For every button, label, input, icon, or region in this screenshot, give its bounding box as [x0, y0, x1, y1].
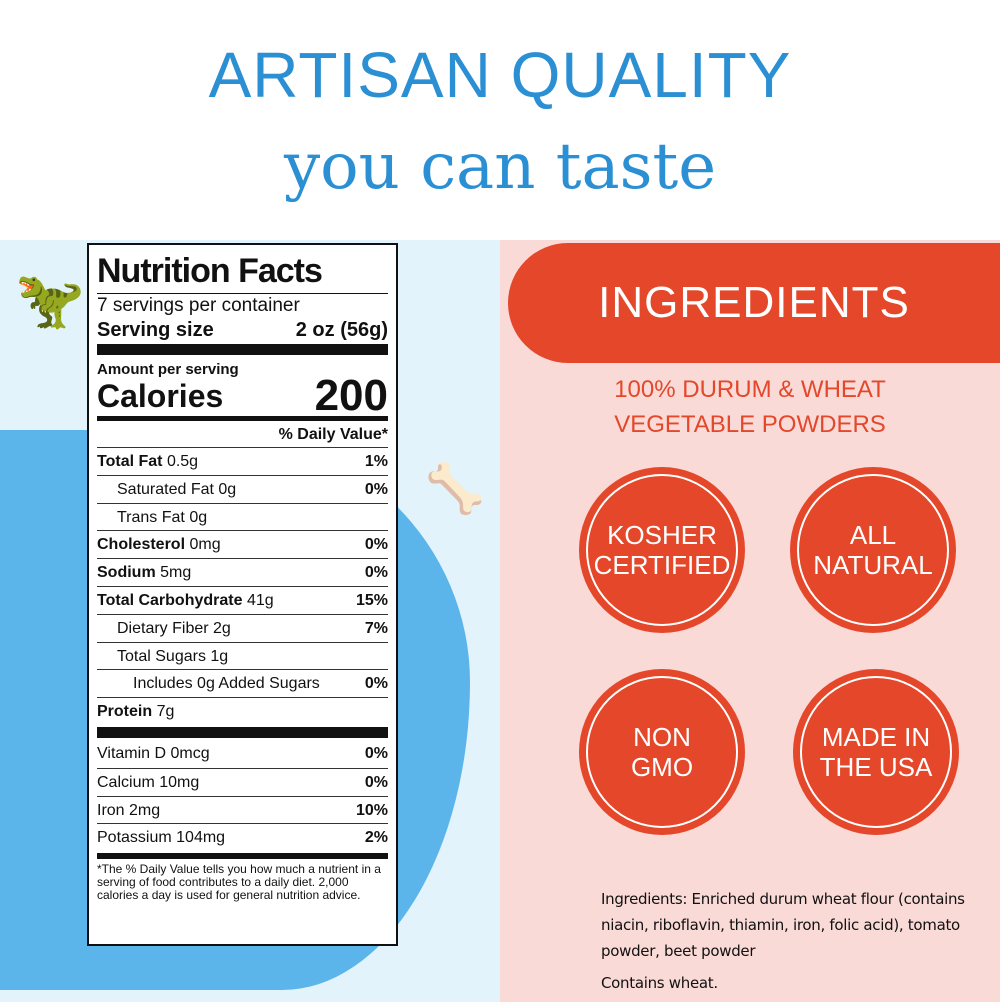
nutrient-row: Protein 7g: [97, 697, 388, 725]
nutrient-daily-value: 1%: [364, 453, 388, 470]
divider: [97, 853, 388, 860]
serving-size-label: Serving size: [97, 319, 214, 341]
vitamin-row: Iron 2mg 10%: [97, 795, 388, 824]
daily-value-footnote: *The % Daily Value tells you how much a …: [97, 862, 381, 903]
badge-made-in-usa: MADE IN THE USA: [793, 669, 959, 835]
calories-value: 200: [314, 371, 388, 420]
bone-pasta-icon: 🦴: [425, 463, 485, 516]
amount-per-serving: Amount per serving: [97, 361, 239, 378]
ingredients-list: Ingredients: Enriched durum wheat flour …: [601, 886, 971, 996]
vitamin-daily-value: 2%: [364, 829, 388, 847]
headline-subtitle: you can taste: [283, 130, 717, 204]
nutrient-name: Total Sugars: [117, 647, 206, 665]
vitamin-amount: 2mg: [129, 801, 161, 819]
calories-label: Calories: [97, 378, 224, 414]
badge-kosher-certified: KOSHER CERTIFIED: [579, 467, 745, 633]
badge-all-natural: ALL NATURAL: [790, 467, 956, 633]
ingredients-subtitle-2: VEGETABLE POWDERS: [614, 411, 886, 438]
vitamin-name: Iron: [97, 801, 125, 819]
nutrient-amount: 0.5g: [166, 453, 199, 470]
nutrition-facts-label: Nutrition Facts 7 servings per container…: [87, 243, 398, 946]
ingredients-subtitle-1: 100% DURUM & WHEAT: [614, 376, 886, 403]
nutrient-amount: 2g: [213, 619, 231, 637]
badge-non-gmo: NON GMO: [579, 669, 745, 835]
nutrient-row: Saturated Fat 0g 0%: [97, 474, 388, 503]
headline-title: ARTISAN QUALITY: [208, 39, 792, 111]
nutrient-daily-value: 0%: [364, 675, 388, 693]
badge-text: KOSHER CERTIFIED: [593, 520, 731, 580]
vitamin-name: Calcium: [97, 773, 155, 791]
nutrient-amount: 0g: [189, 508, 208, 526]
vitamin-daily-value: 0%: [364, 744, 388, 762]
nutrient-amount: 1g: [210, 647, 229, 665]
nutrient-row: Cholesterol 0mg 0%: [97, 530, 388, 558]
badge-text: MADE IN THE USA: [819, 722, 933, 782]
nutrient-row: Trans Fat 0g: [97, 502, 388, 531]
nutrient-daily-value: 0%: [364, 480, 388, 498]
nutrient-name: Cholesterol: [97, 536, 186, 554]
vitamin-daily-value: 0%: [364, 773, 388, 791]
nutrient-name: Total Carbohydrate: [97, 591, 243, 609]
ingredients-banner: INGREDIENTS: [508, 243, 1000, 363]
nutrient-amount: 0mg: [189, 536, 221, 554]
nutrient-daily-value: 0%: [364, 536, 388, 554]
divider: [97, 726, 388, 738]
servings-per-container: 7 servings per container: [97, 295, 300, 316]
vitamin-row: Calcium 10mg 0%: [97, 767, 388, 796]
nutrient-name: Sodium: [97, 564, 156, 582]
nutrient-row: Total Sugars 1g: [97, 641, 388, 670]
vitamin-amount: 104mg: [176, 829, 226, 847]
nutrient-row: Dietary Fiber 2g 7%: [97, 613, 388, 642]
nutrient-amount: 0g: [218, 480, 237, 498]
vitamin-amount: 10mg: [159, 773, 200, 791]
nutrient-row: Includes 0g Added Sugars 0%: [97, 669, 388, 697]
divider: [97, 416, 388, 421]
ingredients-banner-text: INGREDIENTS: [598, 278, 910, 327]
vitamin-row: Vitamin D 0mcg 0%: [97, 740, 388, 768]
vitamin-row: Potassium 104mg 2%: [97, 823, 388, 851]
divider: [97, 344, 388, 355]
allergen-statement: Contains wheat.: [601, 974, 718, 992]
nutrient-name: Dietary Fiber: [117, 619, 209, 637]
vitamin-daily-value: 10%: [355, 801, 388, 819]
nutrient-name: Saturated Fat: [117, 480, 214, 498]
badge-text: NON GMO: [630, 722, 694, 782]
nutrient-name: Includes 0g Added Sugars: [133, 675, 320, 693]
nutrient-amount: 41g: [246, 591, 274, 609]
nutrient-row: Sodium 5mg 0%: [97, 558, 388, 586]
nutrient-name: Total Fat: [97, 453, 163, 470]
nutrition-title: Nutrition Facts: [97, 249, 388, 294]
nutrient-amount: 5mg: [160, 564, 192, 582]
nutrient-name: Protein: [97, 703, 153, 721]
nutrient-daily-value: 0%: [364, 564, 388, 582]
ingredients-text: Ingredients: Enriched durum wheat flour …: [601, 890, 965, 960]
right-panel-background: [500, 240, 1000, 1002]
nutrient-row: Total Fat 0.5g 1%: [97, 447, 388, 475]
nutrient-daily-value: 7%: [364, 619, 388, 637]
daily-value-header: % Daily Value*: [278, 426, 388, 443]
vitamin-amount: 0mcg: [170, 744, 210, 762]
nutrient-amount: 7g: [156, 703, 175, 721]
vitamin-name: Potassium: [97, 829, 172, 847]
nutrient-daily-value: 15%: [355, 591, 388, 609]
dinosaur-pasta-icon: 🦖: [15, 268, 85, 331]
nutrient-row: Total Carbohydrate 41g 15%: [97, 585, 388, 614]
nutrient-name: Trans Fat: [117, 508, 185, 526]
badge-text: ALL NATURAL: [813, 520, 933, 580]
serving-size-value: 2 oz (56g): [295, 319, 388, 341]
vitamin-name: Vitamin D: [97, 744, 167, 762]
